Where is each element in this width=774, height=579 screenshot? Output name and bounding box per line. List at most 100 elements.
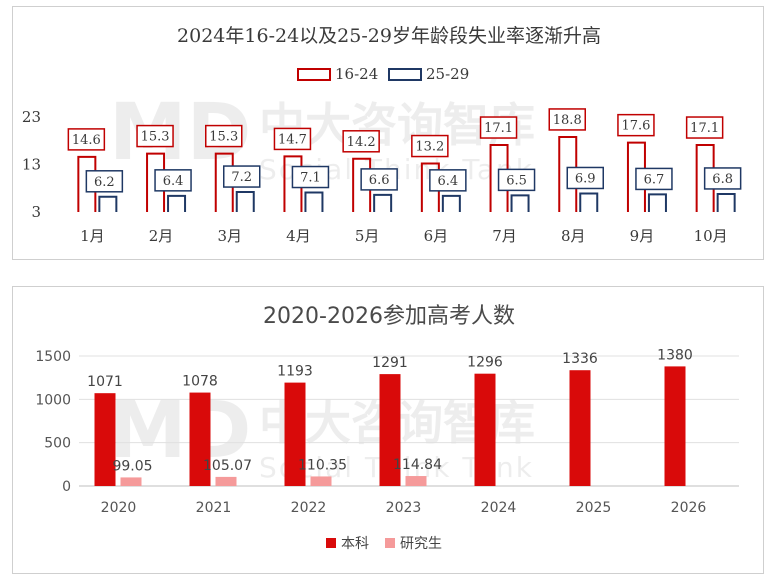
data-label-25-29: 6.4 <box>438 174 459 189</box>
data-label-16-24: 14.6 <box>72 133 101 148</box>
y-tick-label: 23 <box>22 108 41 126</box>
bar-本科 <box>189 392 211 486</box>
x-tick-label: 2020 <box>101 500 137 516</box>
data-label-box-25-29 <box>291 165 330 189</box>
data-label-box-25-29 <box>497 168 536 192</box>
data-label-box-25-29 <box>703 167 742 190</box>
data-label-25-29: 6.4 <box>163 174 184 189</box>
watermark-logo: MD <box>109 386 251 476</box>
x-tick-label: 2021 <box>196 500 232 516</box>
data-label-box-25-29 <box>154 169 192 192</box>
x-tick-label: 6月 <box>424 227 449 245</box>
y-tick-label: 1000 <box>35 392 71 408</box>
data-label-16-24: 14.7 <box>278 132 307 147</box>
data-label-box-16-24 <box>685 116 724 139</box>
exam-chart-panel: MD中大咨询智库Social Think Tank2020-2026参加高考人数… <box>12 286 764 574</box>
data-label-box-16-24 <box>342 130 380 153</box>
y-tick-label: 1500 <box>35 349 71 365</box>
data-label-box-16-24 <box>411 134 449 158</box>
bar-本科 <box>569 370 591 486</box>
unemployment-chart-panel: MD中大咨询智库Social Think Tank2024年16-24以及25-… <box>12 6 764 260</box>
data-label-box-16-24 <box>548 108 586 131</box>
data-label-16-24: 17.1 <box>690 121 719 136</box>
legend-swatch-25-29 <box>388 68 422 81</box>
x-tick-label: 4月 <box>286 227 311 245</box>
data-label-box-16-24 <box>67 128 106 151</box>
data-label-本科: 1336 <box>562 351 598 367</box>
y-tick-label: 13 <box>22 156 41 174</box>
x-tick-label: 3月 <box>217 227 242 245</box>
x-tick-label: 2025 <box>576 500 612 516</box>
bar-25-29 <box>510 194 530 212</box>
data-label-box-25-29 <box>223 165 261 188</box>
x-tick-label: 2月 <box>149 227 174 245</box>
data-label-25-29: 7.2 <box>231 170 252 185</box>
bar-25-29 <box>167 194 187 212</box>
data-label-本科: 1071 <box>87 374 123 390</box>
exam-chart: MD中大咨询智库Social Think Tank2020-2026参加高考人数… <box>35 304 739 552</box>
x-tick-label: 7月 <box>492 227 517 245</box>
data-label-16-24: 17.1 <box>484 121 513 136</box>
chart-title: 2020-2026参加高考人数 <box>263 304 515 329</box>
bar-研究生 <box>215 476 237 486</box>
data-label-25-29: 6.6 <box>369 173 390 188</box>
bar-25-29 <box>235 191 255 212</box>
data-label-本科: 1078 <box>182 374 218 390</box>
legend-label-25-29: 25-29 <box>426 65 469 83</box>
data-label-研究生: 99.05 <box>112 458 152 474</box>
legend-swatch-研究生 <box>385 538 395 548</box>
bar-本科 <box>474 373 496 486</box>
legend-swatch-本科 <box>326 538 336 548</box>
data-label-研究生: 105.07 <box>203 458 252 474</box>
bar-25-29 <box>304 191 324 212</box>
data-label-研究生: 110.35 <box>298 457 347 473</box>
bar-25-29 <box>647 193 667 212</box>
data-label-25-29: 7.1 <box>300 171 321 186</box>
data-label-25-29: 6.5 <box>506 173 527 188</box>
data-label-25-29: 6.8 <box>712 172 733 187</box>
data-label-25-29: 6.2 <box>94 175 115 190</box>
data-label-25-29: 6.7 <box>644 172 665 187</box>
x-tick-label: 8月 <box>561 227 586 245</box>
data-label-16-24: 13.2 <box>415 140 444 155</box>
bar-本科 <box>94 393 116 486</box>
unemployment-chart: MD中大咨询智库Social Think Tank2024年16-24以及25-… <box>22 25 742 245</box>
data-label-16-24: 15.3 <box>141 130 170 145</box>
y-tick-label: 3 <box>31 203 41 221</box>
y-tick-label: 500 <box>44 436 71 452</box>
data-label-box-16-24 <box>205 124 243 148</box>
data-label-本科: 1380 <box>657 347 693 363</box>
data-label-box-16-24 <box>479 116 518 139</box>
data-label-box-16-24 <box>273 127 312 151</box>
data-label-box-25-29 <box>85 170 124 193</box>
x-tick-label: 2023 <box>386 500 422 516</box>
y-tick-label: 0 <box>62 479 71 495</box>
data-label-本科: 1193 <box>277 364 313 380</box>
legend-label-16-24: 16-24 <box>335 65 378 83</box>
data-label-box-25-29 <box>635 167 673 191</box>
data-label-16-24: 14.2 <box>347 135 376 150</box>
data-label-16-24: 15.3 <box>209 130 238 145</box>
data-label-box-16-24 <box>617 113 655 137</box>
data-label-25-29: 6.9 <box>575 171 596 186</box>
x-tick-label: 2024 <box>481 500 517 516</box>
bar-25-29 <box>98 195 118 212</box>
data-label-box-25-29 <box>360 168 398 191</box>
bar-25-29 <box>579 192 599 212</box>
bar-研究生 <box>120 477 142 486</box>
data-label-研究生: 114.84 <box>393 457 442 473</box>
legend-swatch-16-24 <box>297 68 331 81</box>
x-tick-label: 9月 <box>630 227 655 245</box>
bar-本科 <box>379 374 401 486</box>
legend-label-研究生: 研究生 <box>400 536 442 552</box>
x-tick-label: 10月 <box>694 227 728 245</box>
legend-label-本科: 本科 <box>341 536 369 552</box>
data-label-本科: 1291 <box>372 355 408 371</box>
bar-25-29 <box>716 192 736 212</box>
bar-本科 <box>664 366 686 486</box>
data-label-16-24: 17.6 <box>621 119 650 134</box>
data-label-box-16-24 <box>136 124 174 148</box>
x-tick-label: 5月 <box>355 227 380 245</box>
bar-本科 <box>284 382 306 486</box>
data-label-box-25-29 <box>429 169 467 192</box>
